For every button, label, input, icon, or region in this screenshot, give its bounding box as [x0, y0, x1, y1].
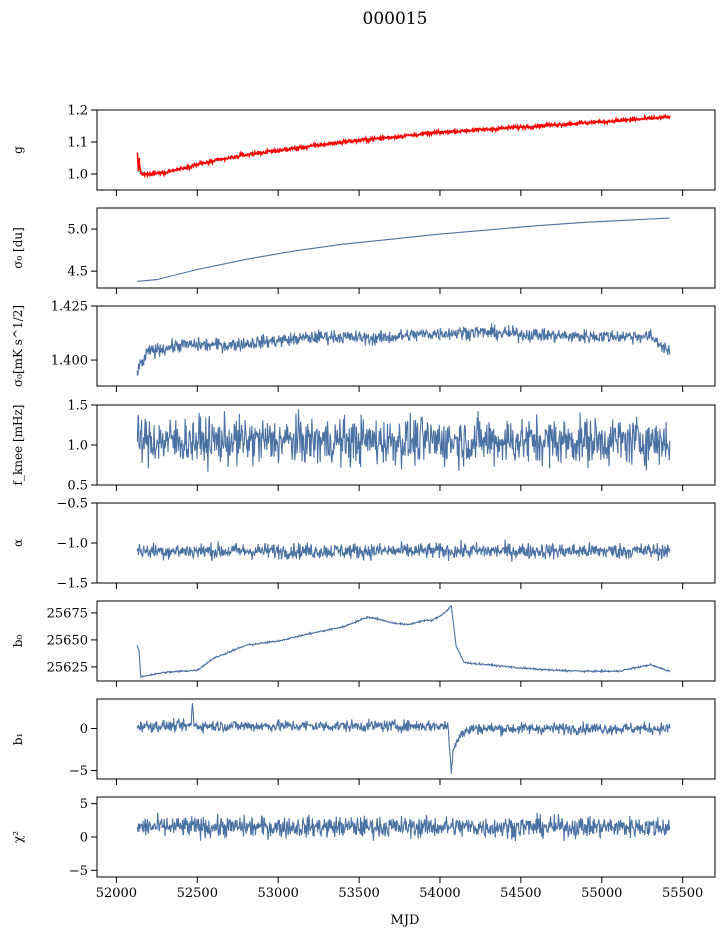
y-tick-label: −0.5 — [56, 497, 88, 512]
y-tick-label: 1.400 — [51, 354, 88, 369]
axes-frame-g — [96, 109, 716, 191]
subplot-sigma0-mks: 1.400 1.425 σ₀[mK s^1/2] — [11, 300, 716, 392]
y-tick-label: 1.5 — [67, 399, 88, 414]
y-tick-label: 1.0 — [67, 168, 88, 183]
y-tick-label: −1.5 — [56, 577, 88, 592]
x-tick-label: 55000 — [581, 886, 622, 901]
axes-frame-sigma0-mks — [96, 305, 716, 387]
subplot-b0: 25625 25650 25675 b₀ — [11, 600, 716, 687]
subplot-alpha: −1.5 −1.0 −0.5 α — [11, 497, 716, 592]
subplot-chi2: −5 0 5 χ² 52000 52500 53000 53500 54000 54500 5500… — [11, 796, 716, 901]
x-tick-label: 52000 — [96, 886, 137, 901]
y-axis-label: b₀ — [11, 635, 25, 648]
subplot-grid: 1.0 1.1 1.2 g 4.5 5.0 σ₀ [du] 1.400 1.425 σ₀[mK s… — [11, 104, 716, 901]
y-tick-label: 25625 — [47, 660, 88, 675]
x-tick-label: 53500 — [338, 886, 379, 901]
x-tick-label: 54000 — [419, 886, 460, 901]
y-tick-label: 0.5 — [67, 479, 88, 494]
y-tick-label: 4.5 — [67, 265, 88, 280]
y-axis-label: σ₀ [du] — [11, 227, 25, 269]
x-axis-label: MJD — [391, 913, 420, 928]
y-axis-label: σ₀[mK s^1/2] — [11, 305, 25, 387]
series-line-sigma0-du-0 — [137, 217, 670, 282]
y-tick-label: −5 — [69, 864, 88, 879]
axes-frame-b0 — [96, 600, 716, 682]
figure-title: 000015 — [363, 9, 428, 29]
axes-frame-alpha — [96, 502, 716, 584]
series-line-chi2-0 — [136, 812, 671, 842]
series-line-b1-0 — [136, 703, 671, 775]
y-tick-label: 1.2 — [67, 104, 88, 119]
y-tick-label: 1.1 — [67, 136, 88, 151]
y-axis-label: α — [11, 539, 25, 547]
y-tick-label: −1.0 — [56, 537, 88, 552]
series-line-alpha-0 — [136, 539, 671, 562]
y-tick-label: 5.0 — [67, 223, 88, 238]
series-line-b0-0 — [136, 605, 671, 679]
x-tick-label: 55500 — [662, 886, 703, 901]
y-tick-label: 1.0 — [67, 439, 88, 454]
y-tick-label: 25650 — [47, 633, 88, 648]
series-line-sigma0-mks-0 — [136, 323, 671, 376]
subplot-b1: −5 0 b₁ — [11, 698, 716, 785]
x-tick-label: 52500 — [177, 886, 218, 901]
y-tick-label: 0 — [80, 831, 88, 846]
axes-frame-sigma0-du — [96, 207, 716, 289]
y-tick-label: 5 — [80, 797, 88, 812]
x-tick-label: 54500 — [500, 886, 541, 901]
series-line-fknee-0 — [136, 409, 671, 472]
axes-frame-b1 — [96, 698, 716, 780]
y-tick-label: −5 — [69, 764, 88, 779]
series-line-g-0 — [137, 116, 670, 175]
axes-frame-chi2 — [96, 796, 716, 878]
subplot-fknee: 0.5 1.0 1.5 f_knee [mHz] — [11, 399, 716, 494]
y-axis-label: χ² — [11, 831, 25, 843]
series-line-g-1 — [136, 113, 671, 179]
y-axis-label: f_knee [mHz] — [11, 405, 25, 486]
subplot-g: 1.0 1.1 1.2 g — [11, 104, 716, 196]
axes-frame-fknee — [96, 404, 716, 486]
y-tick-label: 25675 — [47, 606, 88, 621]
subplot-sigma0-du: 4.5 5.0 σ₀ [du] — [11, 207, 716, 294]
y-tick-label: 0 — [80, 722, 88, 737]
y-tick-label: 1.425 — [51, 300, 88, 315]
x-tick-label: 53000 — [258, 886, 299, 901]
y-axis-label: b₁ — [11, 733, 25, 746]
y-axis-label: g — [11, 146, 25, 154]
